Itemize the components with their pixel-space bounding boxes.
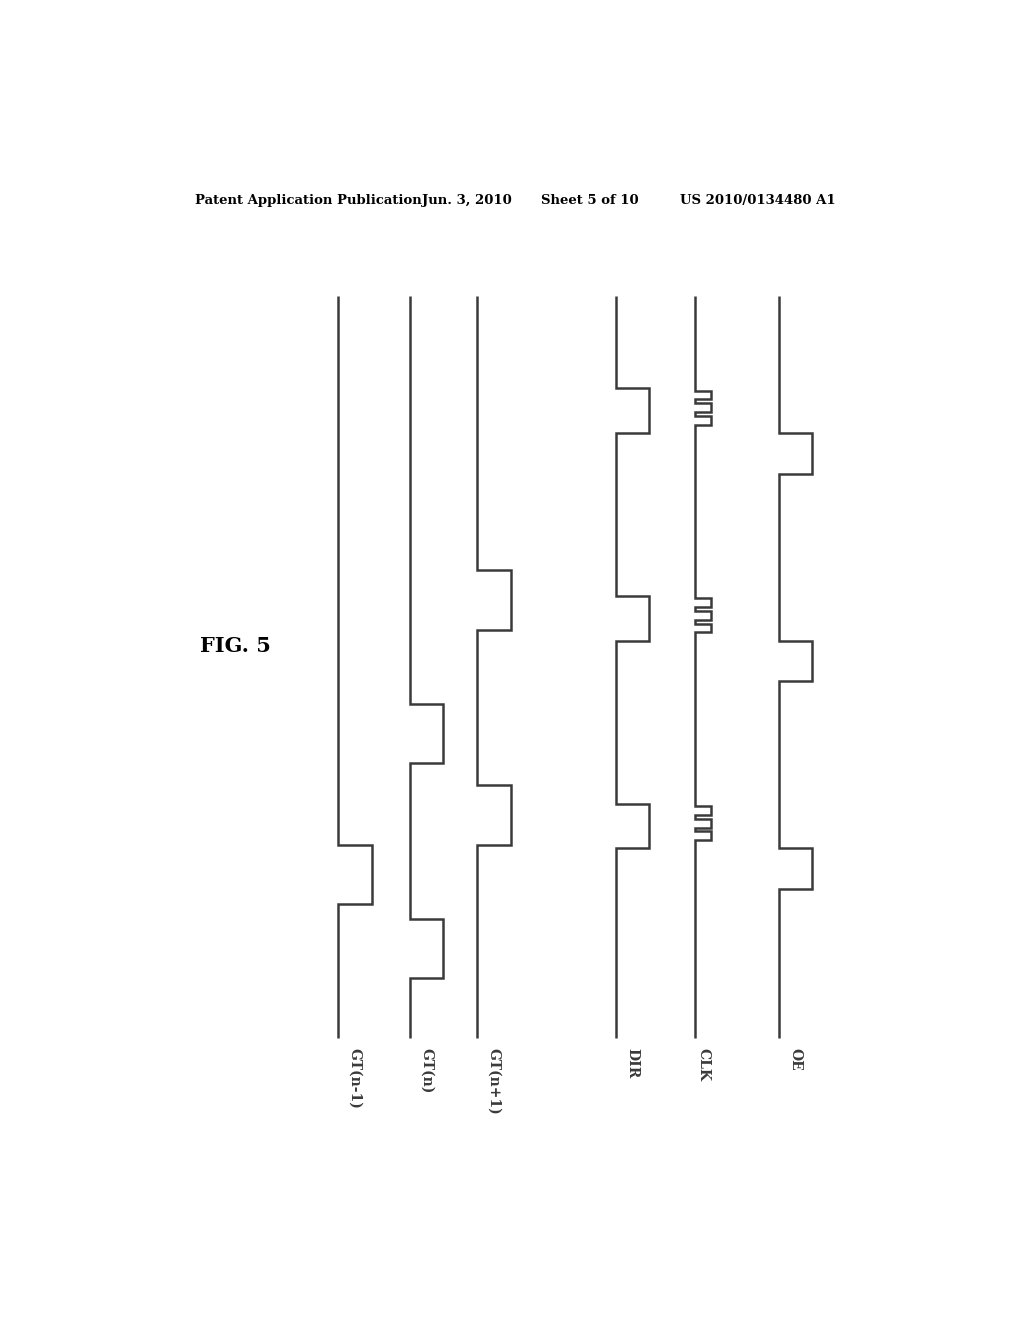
Text: Patent Application Publication: Patent Application Publication bbox=[196, 194, 422, 207]
Text: FIG. 5: FIG. 5 bbox=[200, 636, 270, 656]
Text: Sheet 5 of 10: Sheet 5 of 10 bbox=[541, 194, 638, 207]
Text: Jun. 3, 2010: Jun. 3, 2010 bbox=[422, 194, 511, 207]
Text: OE: OE bbox=[788, 1048, 803, 1071]
Text: GT(n): GT(n) bbox=[420, 1048, 433, 1093]
Text: DIR: DIR bbox=[626, 1048, 640, 1078]
Text: GT(n-1): GT(n-1) bbox=[348, 1048, 361, 1109]
Text: CLK: CLK bbox=[696, 1048, 711, 1081]
Text: GT(n+1): GT(n+1) bbox=[486, 1048, 501, 1114]
Text: US 2010/0134480 A1: US 2010/0134480 A1 bbox=[680, 194, 836, 207]
